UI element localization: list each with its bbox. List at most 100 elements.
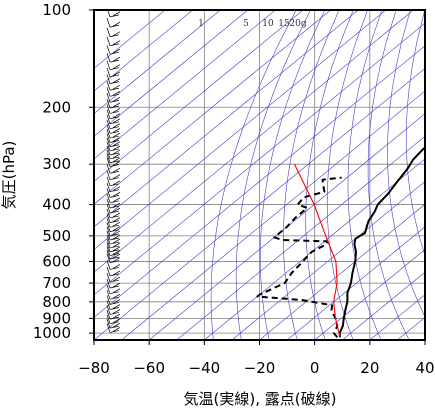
wind-barb (106, 314, 121, 325)
wind-barb (106, 170, 121, 181)
wind-barb-flag (109, 195, 120, 198)
wind-barb (106, 128, 121, 139)
wind-barb (106, 164, 121, 174)
wind-barbs (106, 10, 121, 333)
wind-barb-staff (106, 53, 111, 63)
wind-barb-staff (106, 119, 111, 129)
wind-barb-flag (112, 21, 121, 27)
wind-barb-flag (109, 152, 120, 156)
wind-barb (106, 208, 121, 219)
wind-barb-flag (109, 177, 120, 181)
isotherm-line (176, 135, 425, 340)
wind-barb-staff (106, 176, 111, 186)
isotherm-line (314, 249, 425, 340)
x-tick-label: 20 (360, 359, 379, 377)
wind-barb-flag (109, 170, 120, 174)
wind-barb-staff (106, 137, 111, 147)
wind-barb-flag (112, 40, 121, 46)
wind-barb-flag (112, 207, 121, 213)
isotherm-line (121, 90, 425, 340)
wind-barb-staff (106, 109, 111, 119)
wind-barb-flag (109, 273, 120, 277)
wind-barb-flag (109, 325, 120, 329)
wind-barb-staff (106, 36, 111, 46)
dewpoint-line (256, 176, 342, 338)
wind-barb-flag (112, 128, 121, 133)
wind-barb-flag (112, 257, 121, 262)
wind-barb (106, 153, 121, 164)
isotherm-line (94, 10, 386, 250)
adiabat-lines (210, 10, 425, 340)
mixing-ratio-label: 5 (243, 19, 249, 29)
wind-barb-flag (112, 167, 121, 173)
y-tick-label: 700 (42, 274, 71, 292)
y-axis-title: 気圧(hPa) (0, 141, 18, 210)
x-tick-label: −20 (244, 359, 276, 377)
dry-adiabat-line (210, 10, 297, 340)
wind-barb-flag (109, 237, 120, 241)
wind-barb (106, 176, 121, 187)
wind-barb-staff (106, 284, 111, 294)
wind-barb (106, 226, 121, 237)
wind-barb (106, 284, 121, 295)
isotherm-line (94, 22, 425, 296)
isotherm-line (424, 339, 425, 340)
wind-barb-flag (109, 200, 120, 204)
wind-barb (106, 238, 121, 249)
wind-barb (106, 193, 121, 204)
wind-barb-staff (106, 218, 111, 228)
y-tick-label: 1000 (33, 324, 71, 342)
wind-barb-staff (106, 188, 111, 198)
wind-barb-flag (112, 238, 121, 244)
wind-barb-flag (109, 220, 120, 223)
wind-barb-flag (112, 71, 121, 77)
wind-barb-flag (109, 224, 120, 228)
wind-barb-flag (109, 156, 120, 160)
wind-barb (106, 323, 121, 333)
wind-barb-flag (112, 132, 121, 138)
wind-barb (106, 260, 121, 270)
wind-barb (106, 27, 121, 38)
wind-barb-flag (109, 330, 120, 333)
wind-barb-flag (109, 105, 120, 109)
wind-barb-staff (106, 45, 111, 55)
wind-barb-flag (112, 282, 121, 288)
isotherm-line (94, 10, 331, 205)
wind-barb-staff (106, 157, 111, 167)
isotherm-line (94, 10, 193, 92)
wind-barb (106, 188, 121, 198)
isotherm-line (94, 10, 249, 137)
wind-barb-flag (109, 24, 120, 28)
wind-barb-staff (106, 141, 111, 152)
wind-barb-flag (112, 137, 121, 142)
wind-barb-flag (109, 241, 120, 245)
wind-barb-staff (106, 310, 111, 320)
wind-barb-staff (106, 319, 111, 329)
wind-barb-staff (106, 124, 111, 134)
wind-barb-flag (112, 157, 121, 163)
isotherm-line (231, 181, 425, 340)
dry-adiabat-line (387, 10, 425, 318)
wind-barb (106, 319, 121, 329)
wind-barb-flag (109, 245, 120, 249)
wind-barb-flag (109, 253, 120, 256)
dry-adiabat-line (259, 10, 326, 340)
mixing-ratio-label: 15 (278, 19, 290, 29)
wind-barb (107, 10, 121, 18)
wind-barb-flag (112, 11, 121, 17)
wind-barb-staff (106, 238, 111, 249)
wind-barb-staff (106, 230, 111, 241)
wind-barb-staff (106, 81, 111, 91)
wind-barb-flag (112, 108, 121, 113)
wind-barb-staff (107, 10, 111, 17)
wind-barb (106, 310, 121, 320)
mixing-ratio-label: 10 (262, 19, 274, 29)
wind-barb-flag (112, 84, 121, 90)
wind-barb-staff (106, 203, 111, 214)
wind-barb-flag (109, 321, 120, 325)
wind-barb-staff (106, 104, 111, 114)
wind-barb-staff (106, 74, 111, 84)
isotherm-line (148, 113, 425, 340)
y-tick-label: 500 (42, 227, 71, 245)
wind-barb (106, 67, 121, 78)
